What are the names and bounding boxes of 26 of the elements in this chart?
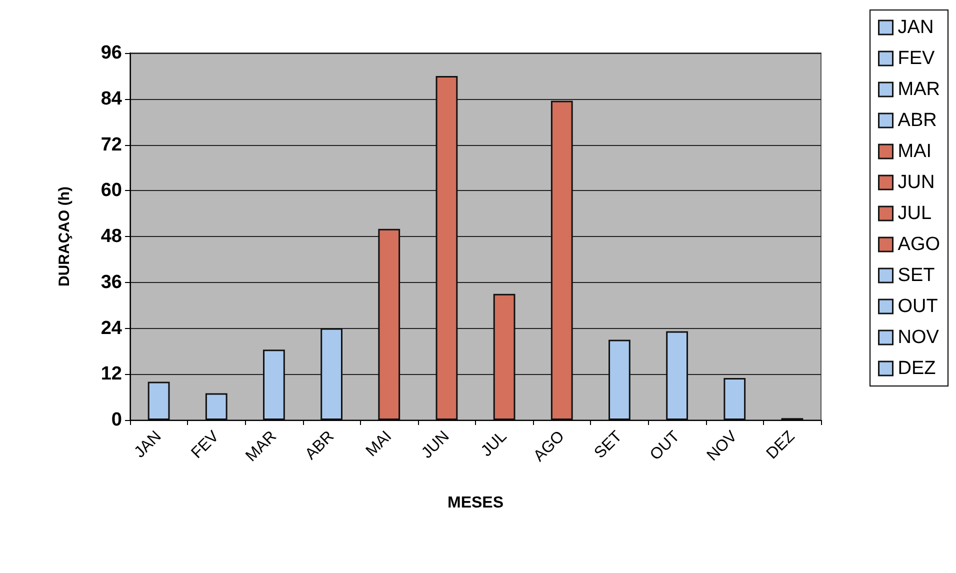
x-tick-label: JUL xyxy=(478,428,510,460)
y-tick-label: 48 xyxy=(100,226,122,247)
x-tick-label: JAN xyxy=(131,428,165,462)
x-tick-label: MAI xyxy=(363,428,396,460)
legend-label: JUN xyxy=(898,172,935,193)
legend-label: MAR xyxy=(898,79,940,100)
y-tick-label: 0 xyxy=(111,410,122,430)
y-tick-label: 24 xyxy=(100,318,122,339)
y-tick-label: 96 xyxy=(100,42,122,64)
legend-label: ABR xyxy=(898,110,937,131)
y-tick-label: 12 xyxy=(100,364,122,385)
y-tick-label: 72 xyxy=(100,134,122,156)
legend-label: SET xyxy=(898,265,936,286)
legend-label: OUT xyxy=(898,296,938,317)
legend-label: NOV xyxy=(898,327,940,348)
y-axis-title: DURAÇAO (h) xyxy=(56,186,73,286)
legend-label: AGO xyxy=(898,234,940,255)
legend-label: FEV xyxy=(898,48,936,69)
y-tick-label: 36 xyxy=(100,272,122,293)
legend-label: DEZ xyxy=(898,358,936,379)
legend-label: MAI xyxy=(898,141,932,162)
legend-label: JUL xyxy=(898,203,932,224)
x-axis-title: MESES xyxy=(447,494,504,512)
legend-label: JAN xyxy=(898,17,934,38)
y-tick-label: 84 xyxy=(100,88,122,110)
y-tick-label: 60 xyxy=(100,180,122,202)
